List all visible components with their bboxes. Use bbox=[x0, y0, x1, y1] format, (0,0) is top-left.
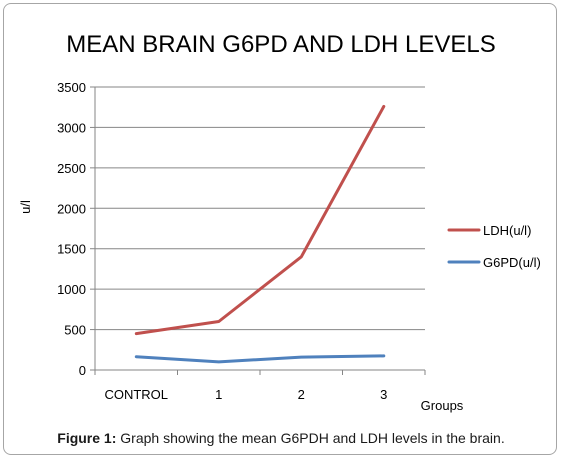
legend-label: LDH(u/l) bbox=[483, 223, 531, 238]
x-tick-label: 2 bbox=[298, 387, 305, 402]
legend-label: G6PD(u/l) bbox=[483, 255, 541, 270]
x-tick-labels: CONTROL 1 2 3 bbox=[104, 387, 387, 402]
line-chart: MEAN BRAIN G6PD AND LDH LEVELS 0 500 1000 1… bbox=[18, 31, 541, 413]
x-tick-label: 1 bbox=[215, 387, 222, 402]
y-tick-label: 3500 bbox=[57, 80, 86, 95]
y-tick-label: 1000 bbox=[57, 282, 86, 297]
y-tick-labels: 0 500 1000 1500 2000 2500 3000 3500 bbox=[57, 80, 86, 378]
caption-text: Graph showing the mean G6PDH and LDH lev… bbox=[120, 430, 505, 446]
y-axis-label: u/l bbox=[18, 200, 33, 214]
x-tick-label: 3 bbox=[380, 387, 387, 402]
series-line-1 bbox=[134, 354, 386, 364]
y-tick-label: 2000 bbox=[57, 201, 86, 216]
caption-label: Figure 1: bbox=[57, 430, 117, 446]
chart-title: MEAN BRAIN G6PD AND LDH LEVELS bbox=[66, 31, 495, 58]
y-tick-label: 1500 bbox=[57, 242, 86, 257]
y-tick-label: 3000 bbox=[57, 120, 86, 135]
series-lines bbox=[134, 104, 386, 364]
legend: LDH(u/l) G6PD(u/l) bbox=[447, 223, 541, 270]
y-tick-label: 2500 bbox=[57, 161, 86, 176]
x-axis-label: Groups bbox=[421, 398, 464, 413]
y-tick-label: 500 bbox=[64, 323, 86, 338]
x-tick-label: CONTROL bbox=[104, 387, 168, 402]
series-line-0 bbox=[134, 104, 386, 336]
y-tick-label: 0 bbox=[79, 363, 86, 378]
gridlines bbox=[90, 86, 426, 375]
figure-caption: Figure 1: Graph showing the mean G6PDH a… bbox=[0, 430, 562, 446]
